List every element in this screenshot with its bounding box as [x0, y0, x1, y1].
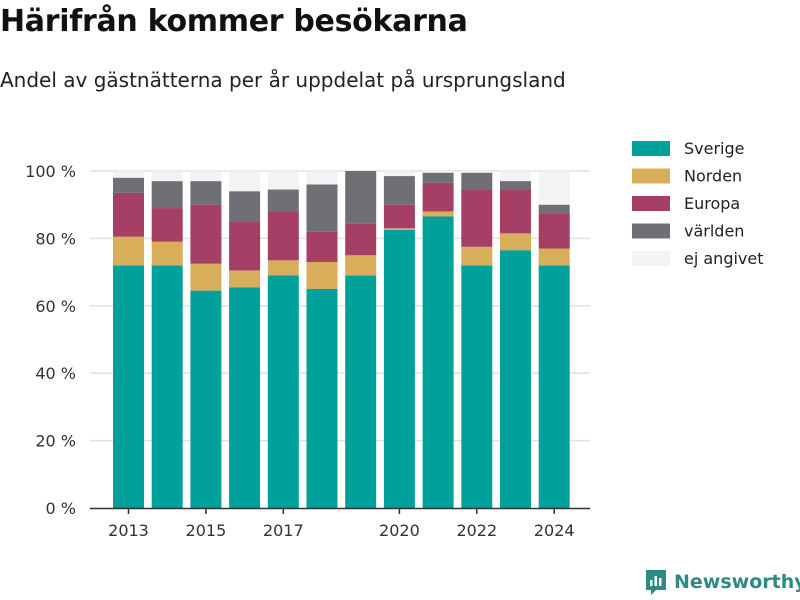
bar-2017-series-0 [267, 275, 299, 508]
axes-group: 0 % 20 % 40 % 60 % 80 % 100 % 2013 2015 2017 2020… [25, 162, 590, 540]
x-tick-label: 2024 [534, 521, 575, 540]
bar-2013-series-2 [113, 192, 144, 237]
bar-2024-series-3 [538, 204, 570, 214]
bar-2015-series-3 [190, 181, 222, 205]
legend-label-2: Europa [684, 194, 740, 213]
y-tick-label: 60 % [35, 297, 76, 316]
bar-2015-series-0 [190, 290, 222, 508]
y-tick-label: 80 % [35, 229, 76, 248]
bar-2015-series-4 [190, 171, 222, 182]
x-tick-label: 2022 [456, 521, 497, 540]
legend-label-4: ej angivet [684, 249, 764, 268]
x-tick-label: 2015 [186, 521, 227, 540]
bars-group [113, 171, 570, 509]
bar-2017-series-1 [267, 260, 299, 276]
bar-2013-series-0 [113, 265, 144, 508]
bar-2021-series-2 [422, 182, 454, 212]
x-tick-label: 2017 [263, 521, 304, 540]
bar-2016-series-1 [229, 270, 261, 288]
bar-2018-series-0 [306, 288, 338, 508]
y-tick-label: 100 % [25, 162, 76, 181]
bar-2019-series-1 [345, 255, 377, 276]
x-tick-label: 2013 [108, 521, 149, 540]
legend-swatch-2 [632, 196, 670, 211]
bar-2017-series-2 [267, 211, 299, 261]
bar-2021-series-1 [422, 211, 454, 217]
bar-2018-series-1 [306, 261, 338, 289]
bar-2023-series-3 [500, 181, 531, 190]
bar-2022-series-3 [461, 172, 493, 190]
bar-2015-series-2 [190, 204, 222, 264]
bar-2014-series-0 [151, 265, 183, 508]
y-tick-label: 20 % [35, 432, 76, 451]
bar-2024-series-4 [538, 171, 570, 205]
bar-2014-series-1 [151, 241, 183, 266]
legend-swatch-3 [632, 223, 670, 239]
bar-2013-series-3 [113, 177, 144, 193]
bar-2022-series-2 [461, 189, 493, 247]
bar-2024-series-2 [538, 213, 570, 249]
bar-2021-series-4 [422, 171, 454, 173]
bar-2014-series-2 [151, 208, 183, 242]
newsworthy-brand[interactable]: Newsworthy [644, 568, 800, 596]
bar-2019-series-3 [345, 171, 377, 224]
newsworthy-logo-icon [646, 570, 666, 595]
bar-2024-series-1 [538, 248, 570, 266]
bar-2017-series-4 [267, 171, 299, 190]
bar-2020-series-0 [383, 229, 415, 509]
bar-2020-series-4 [383, 171, 415, 177]
bar-2023-series-4 [500, 171, 531, 182]
legend-swatch-1 [632, 168, 670, 184]
bar-2020-series-2 [383, 204, 415, 229]
bar-2023-series-2 [500, 189, 531, 234]
bar-2021-series-0 [422, 216, 454, 508]
legend-swatch-4 [632, 251, 670, 266]
bar-2024-series-0 [538, 265, 570, 508]
bar-2013-series-1 [113, 236, 144, 266]
bar-2015-series-1 [190, 263, 222, 291]
y-tick-label: 0 % [46, 499, 76, 518]
bar-2018-series-4 [306, 171, 338, 185]
legend-label-3: världen [684, 222, 744, 241]
bar-2016-series-3 [229, 191, 261, 222]
bar-2018-series-2 [306, 231, 338, 262]
bar-2022-series-4 [461, 171, 493, 173]
bar-2021-series-3 [422, 172, 454, 183]
brand-name: Newsworthy [674, 571, 800, 593]
bar-2020-series-3 [383, 176, 415, 205]
bar-2022-series-1 [461, 246, 493, 266]
bar-2013-series-4 [113, 171, 144, 178]
bar-2019-series-0 [345, 275, 377, 508]
bar-2016-series-0 [229, 287, 261, 508]
bar-2023-series-0 [500, 250, 531, 508]
bar-2016-series-4 [229, 171, 261, 192]
legend-swatch-0 [632, 141, 670, 156]
x-tick-label: 2020 [379, 521, 420, 540]
chart-title: Härifrån kommer besökarna [0, 4, 468, 39]
bar-2016-series-2 [229, 221, 261, 271]
chart-subtitle: Andel av gästnätterna per år uppdelat på… [0, 68, 566, 92]
legend-label-0: Sverige [684, 139, 745, 158]
legend-label-1: Norden [684, 167, 742, 186]
bar-2022-series-0 [461, 265, 493, 508]
bar-2017-series-3 [267, 189, 299, 212]
y-tick-label: 40 % [35, 364, 76, 383]
bar-2020-series-1 [383, 228, 415, 230]
bar-2018-series-3 [306, 184, 338, 232]
bar-2014-series-3 [151, 181, 183, 209]
legend: Sverige Norden Europa världen ej angivet [632, 139, 764, 268]
bar-2014-series-4 [151, 171, 183, 182]
bar-2023-series-1 [500, 233, 531, 251]
bar-2019-series-2 [345, 223, 377, 256]
